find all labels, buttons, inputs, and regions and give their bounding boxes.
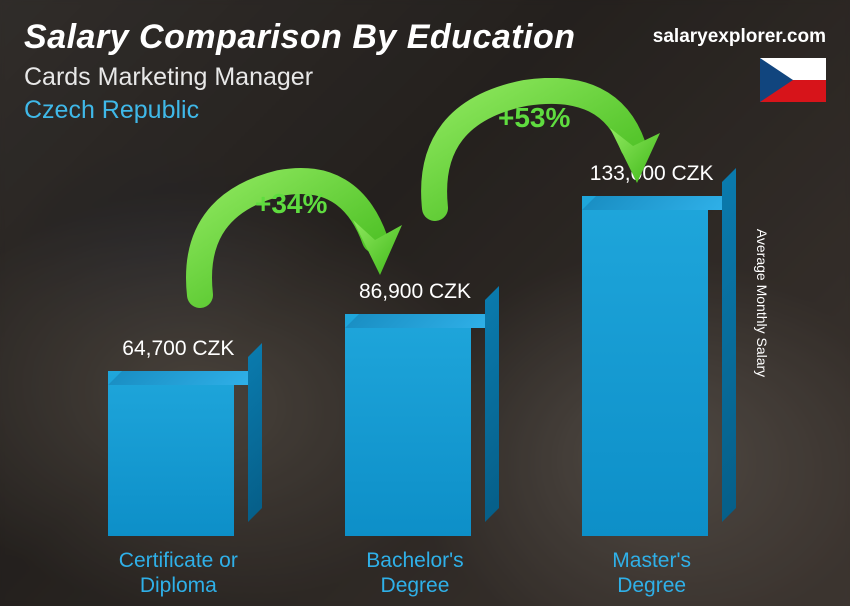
bar-side-face [722,168,736,522]
bar-side-face [248,343,262,522]
bar-front-face [582,196,708,536]
bar-top-face [108,371,262,385]
x-label-line1: Certificate or [119,549,238,572]
bar-value-label: 86,900 CZK [359,280,471,304]
bar-side-face [485,286,499,522]
bar-3d [108,371,248,536]
job-title: Cards Marketing Manager [24,63,826,92]
x-label-line2: Degree [617,574,686,597]
bar-bachelor: 86,900 CZK [330,280,500,536]
bar-top-face [582,196,736,210]
czech-flag-icon [760,58,826,102]
increment-label-1: +34% [255,188,327,220]
x-label-certificate: Certificate or Diploma [93,548,263,598]
bar-front-face [345,314,471,536]
x-axis-labels: Certificate or Diploma Bachelor's Degree… [60,548,770,598]
bar-master: 133,000 CZK [567,162,737,536]
bar-value-label: 64,700 CZK [122,337,234,361]
x-label-line1: Bachelor's [366,549,463,572]
country-name: Czech Republic [24,96,826,125]
x-label-master: Master's Degree [567,548,737,598]
bar-chart: 64,700 CZK 86,900 CZK 133,000 CZK [60,160,770,536]
x-label-bachelor: Bachelor's Degree [330,548,500,598]
x-label-line1: Master's [612,549,691,572]
bar-value-label: 133,000 CZK [590,162,714,186]
bar-front-face [108,371,234,536]
bars-container: 64,700 CZK 86,900 CZK 133,000 CZK [60,160,770,536]
increment-label-2: +53% [498,102,570,134]
bar-certificate: 64,700 CZK [93,337,263,536]
bar-top-face [345,314,499,328]
bar-3d [582,196,722,536]
x-label-line2: Degree [381,574,450,597]
x-label-line2: Diploma [140,574,217,597]
brand-watermark: salaryexplorer.com [653,26,826,48]
bar-3d [345,314,485,536]
